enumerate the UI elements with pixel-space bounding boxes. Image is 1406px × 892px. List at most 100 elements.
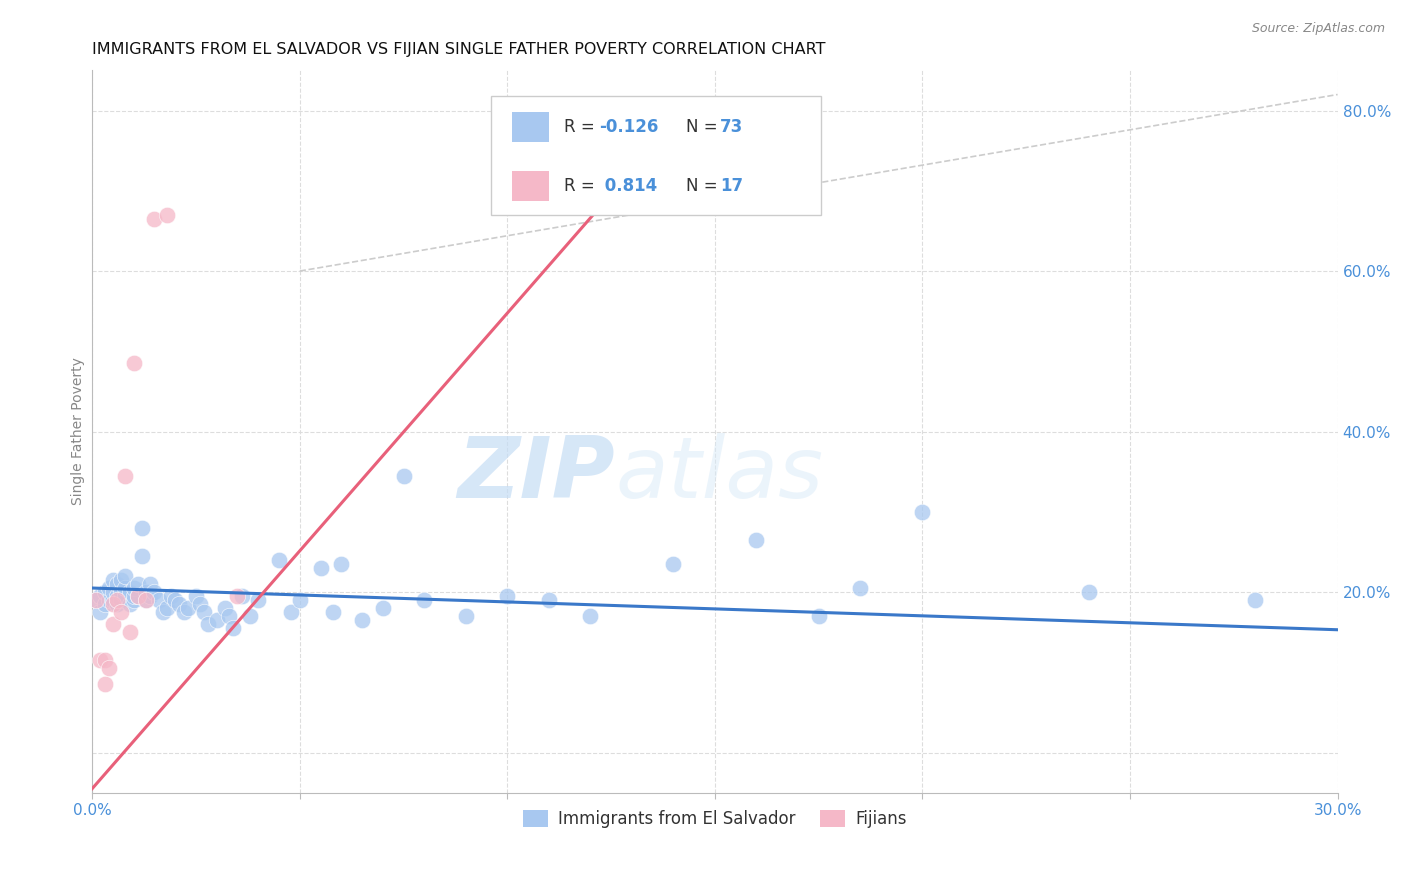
Point bbox=[184, 589, 207, 603]
Point bbox=[205, 613, 228, 627]
Point bbox=[86, 593, 108, 607]
Point bbox=[101, 617, 124, 632]
Point bbox=[392, 468, 415, 483]
Point bbox=[496, 589, 519, 603]
Point bbox=[101, 597, 124, 611]
Point bbox=[114, 468, 136, 483]
Point bbox=[1243, 593, 1265, 607]
Text: ZIP: ZIP bbox=[457, 434, 616, 516]
Point bbox=[118, 597, 141, 611]
Point bbox=[214, 601, 236, 615]
Point bbox=[911, 505, 934, 519]
Point bbox=[176, 601, 198, 615]
Point bbox=[89, 605, 111, 619]
Point bbox=[122, 581, 145, 595]
Point bbox=[148, 593, 170, 607]
Point bbox=[218, 609, 240, 624]
Point bbox=[101, 585, 124, 599]
Text: Source: ZipAtlas.com: Source: ZipAtlas.com bbox=[1251, 22, 1385, 36]
Point bbox=[239, 609, 262, 624]
Point bbox=[350, 613, 373, 627]
Point bbox=[93, 597, 115, 611]
Point bbox=[288, 593, 311, 607]
Text: 17: 17 bbox=[720, 177, 742, 195]
Point bbox=[309, 561, 332, 575]
Point bbox=[93, 585, 115, 599]
Point bbox=[110, 605, 132, 619]
Text: R =: R = bbox=[564, 177, 600, 195]
Point bbox=[267, 553, 290, 567]
Point bbox=[152, 605, 174, 619]
Point bbox=[89, 653, 111, 667]
Point bbox=[143, 585, 166, 599]
Point bbox=[139, 589, 162, 603]
Point bbox=[131, 549, 153, 563]
Point bbox=[135, 585, 157, 599]
Point bbox=[97, 593, 120, 607]
Point bbox=[93, 677, 115, 691]
Text: IMMIGRANTS FROM EL SALVADOR VS FIJIAN SINGLE FATHER POVERTY CORRELATION CHART: IMMIGRANTS FROM EL SALVADOR VS FIJIAN SI… bbox=[93, 42, 825, 57]
Text: N =: N = bbox=[686, 118, 723, 136]
Point bbox=[156, 601, 179, 615]
Point bbox=[662, 557, 685, 571]
Point bbox=[114, 589, 136, 603]
Point bbox=[105, 597, 128, 611]
Point bbox=[110, 573, 132, 587]
Point bbox=[197, 617, 219, 632]
Point bbox=[114, 569, 136, 583]
Point bbox=[101, 573, 124, 587]
Point bbox=[169, 597, 191, 611]
Point bbox=[745, 533, 768, 547]
Point bbox=[849, 581, 872, 595]
FancyBboxPatch shape bbox=[512, 112, 550, 142]
Legend: Immigrants from El Salvador, Fijians: Immigrants from El Salvador, Fijians bbox=[516, 804, 914, 835]
Text: N =: N = bbox=[686, 177, 723, 195]
Text: atlas: atlas bbox=[616, 434, 824, 516]
Point bbox=[371, 601, 394, 615]
Point bbox=[127, 577, 149, 591]
Point bbox=[188, 597, 211, 611]
Point bbox=[222, 621, 245, 635]
Point bbox=[122, 589, 145, 603]
Point bbox=[118, 625, 141, 640]
Point bbox=[127, 589, 149, 603]
Point bbox=[97, 581, 120, 595]
Point bbox=[579, 609, 602, 624]
Text: -0.126: -0.126 bbox=[599, 118, 658, 136]
Point bbox=[110, 585, 132, 599]
Point bbox=[156, 208, 179, 222]
Point bbox=[454, 609, 477, 624]
Point bbox=[97, 661, 120, 675]
Point bbox=[110, 593, 132, 607]
Point bbox=[131, 521, 153, 535]
Point bbox=[122, 593, 145, 607]
Point bbox=[173, 605, 195, 619]
Point bbox=[280, 605, 302, 619]
Point bbox=[322, 605, 344, 619]
Point bbox=[247, 593, 270, 607]
Text: 0.814: 0.814 bbox=[599, 177, 658, 195]
Text: R =: R = bbox=[564, 118, 600, 136]
Point bbox=[93, 653, 115, 667]
Point bbox=[127, 589, 149, 603]
Point bbox=[135, 593, 157, 607]
Point bbox=[122, 356, 145, 370]
Point bbox=[165, 593, 187, 607]
Point bbox=[807, 609, 830, 624]
Point bbox=[118, 585, 141, 599]
Point bbox=[105, 593, 128, 607]
Point bbox=[1077, 585, 1099, 599]
Point bbox=[105, 577, 128, 591]
Point bbox=[89, 589, 111, 603]
Text: 73: 73 bbox=[720, 118, 744, 136]
Point bbox=[537, 593, 560, 607]
FancyBboxPatch shape bbox=[512, 170, 550, 202]
Point bbox=[231, 589, 253, 603]
Point bbox=[143, 211, 166, 226]
Point bbox=[413, 593, 436, 607]
Point bbox=[105, 589, 128, 603]
Y-axis label: Single Father Poverty: Single Father Poverty bbox=[72, 358, 86, 506]
Point bbox=[86, 593, 108, 607]
Point bbox=[193, 605, 215, 619]
Point bbox=[330, 557, 353, 571]
